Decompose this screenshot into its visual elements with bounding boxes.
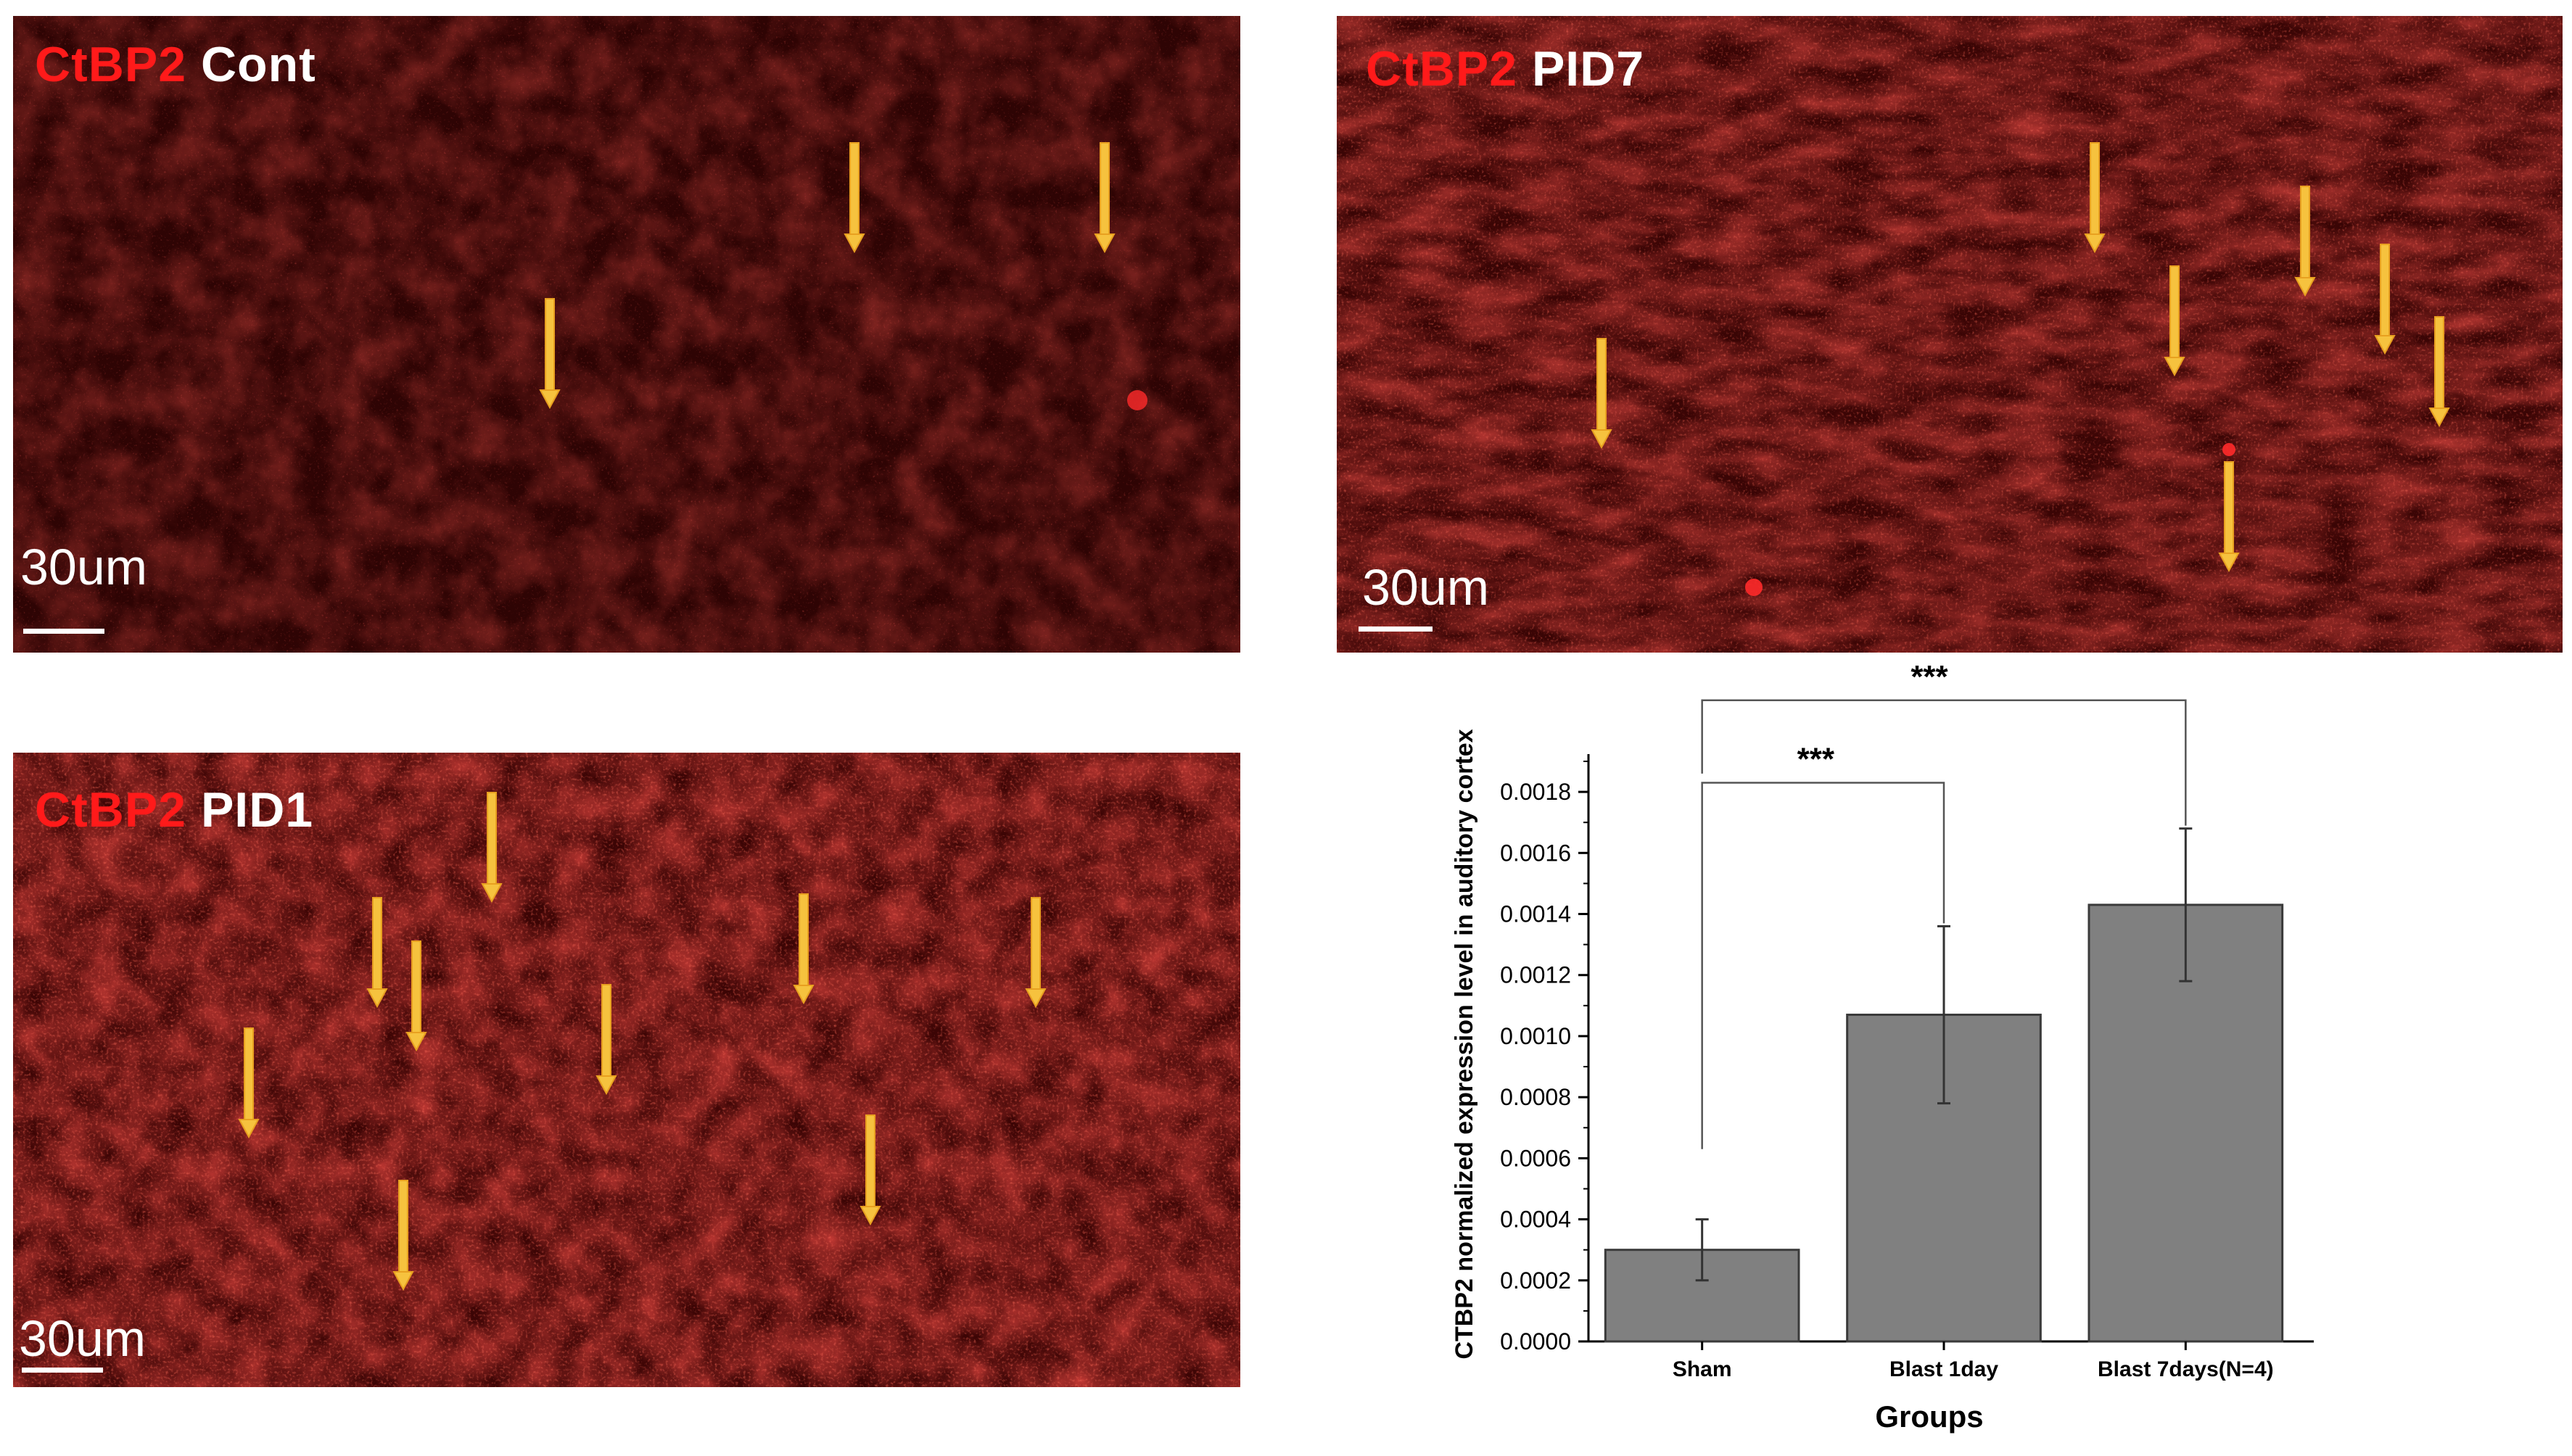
panel-label-pid7: CtBP2 PID7	[1366, 41, 1644, 97]
y-tick-label: 0.0008	[1500, 1084, 1571, 1110]
y-axis-title: CTBP2 normalized expression level in aud…	[1451, 729, 1478, 1359]
y-tick-label: 0.0018	[1500, 779, 1571, 805]
y-tick-label: 0.0016	[1500, 840, 1571, 866]
significance-label: ***	[1797, 741, 1835, 777]
condition-name: PID1	[200, 782, 314, 837]
bar-chart: 0.0000 0.0002 0.0004 0.0006 0.0008 0.0010 0.00…	[1451, 659, 2314, 1434]
significance-bracket	[1701, 782, 1945, 1149]
yellow-arrow-icon	[1025, 897, 1047, 1009]
x-tick-label: Blast 1day	[1889, 1357, 1998, 1381]
yellow-arrow-icon	[2218, 461, 2240, 573]
yellow-arrow-icon	[392, 1180, 414, 1291]
micrograph-pid1-image	[13, 753, 1240, 1387]
yellow-arrow-icon	[1094, 142, 1116, 254]
scale-label: 30um	[20, 539, 148, 595]
yellow-arrow-icon	[595, 984, 617, 1096]
micrograph-cont: CtBP2 Cont 30um	[13, 16, 1240, 653]
y-tick-label: 0.0002	[1500, 1267, 1571, 1294]
panel-label-pid1: CtBP2 PID1	[35, 782, 313, 838]
significance-label: ***	[1911, 659, 1948, 695]
panel-label-cont: CtBP2 Cont	[35, 36, 316, 93]
marker-name: CtBP2	[35, 782, 187, 837]
micrograph-cont-image	[13, 16, 1240, 653]
x-axis-title: Groups	[1875, 1399, 1983, 1434]
yellow-arrow-icon	[481, 792, 503, 903]
y-tick-label: 0.0000	[1500, 1328, 1571, 1354]
scale-label: 30um	[1362, 559, 1490, 616]
x-tick-label: Blast 7days(N=4)	[2098, 1357, 2274, 1381]
yellow-arrow-icon	[2294, 186, 2316, 297]
yellow-arrow-icon	[793, 893, 815, 1005]
scale-bar	[23, 629, 104, 634]
yellow-arrow-icon	[860, 1114, 881, 1226]
y-tick-label: 0.0012	[1500, 962, 1571, 988]
micrograph-pid1: CtBP2 PID1 30um	[13, 753, 1240, 1387]
y-tick-label: 0.0004	[1500, 1207, 1571, 1233]
marker-name: CtBP2	[1366, 41, 1518, 96]
yellow-arrow-icon	[238, 1027, 260, 1139]
scale-label: 30um	[19, 1310, 147, 1367]
y-tick-label: 0.0006	[1500, 1145, 1571, 1171]
micrograph-pid7-image	[1337, 16, 2563, 653]
marker-name: CtBP2	[35, 37, 187, 92]
significance-bracket	[1701, 699, 2187, 826]
scale-bar	[22, 1368, 103, 1373]
yellow-arrow-icon	[1591, 338, 1612, 450]
condition-name: PID7	[1531, 41, 1645, 96]
yellow-arrow-icon	[2374, 244, 2396, 355]
yellow-arrow-icon	[539, 298, 561, 410]
y-tick-label: 0.0010	[1500, 1023, 1571, 1049]
x-tick-label: Sham	[1673, 1357, 1732, 1381]
yellow-arrow-icon	[2428, 316, 2450, 428]
y-tick-label: 0.0014	[1500, 901, 1571, 927]
yellow-arrow-icon	[844, 142, 865, 254]
scale-bar	[1359, 626, 1433, 632]
yellow-arrow-icon	[405, 940, 427, 1052]
yellow-arrow-icon	[2084, 142, 2106, 254]
yellow-arrow-icon	[2164, 265, 2185, 377]
micrograph-pid7: CtBP2 PID7 30um	[1337, 16, 2563, 653]
yellow-arrow-icon	[366, 897, 388, 1009]
condition-name: Cont	[200, 37, 316, 92]
